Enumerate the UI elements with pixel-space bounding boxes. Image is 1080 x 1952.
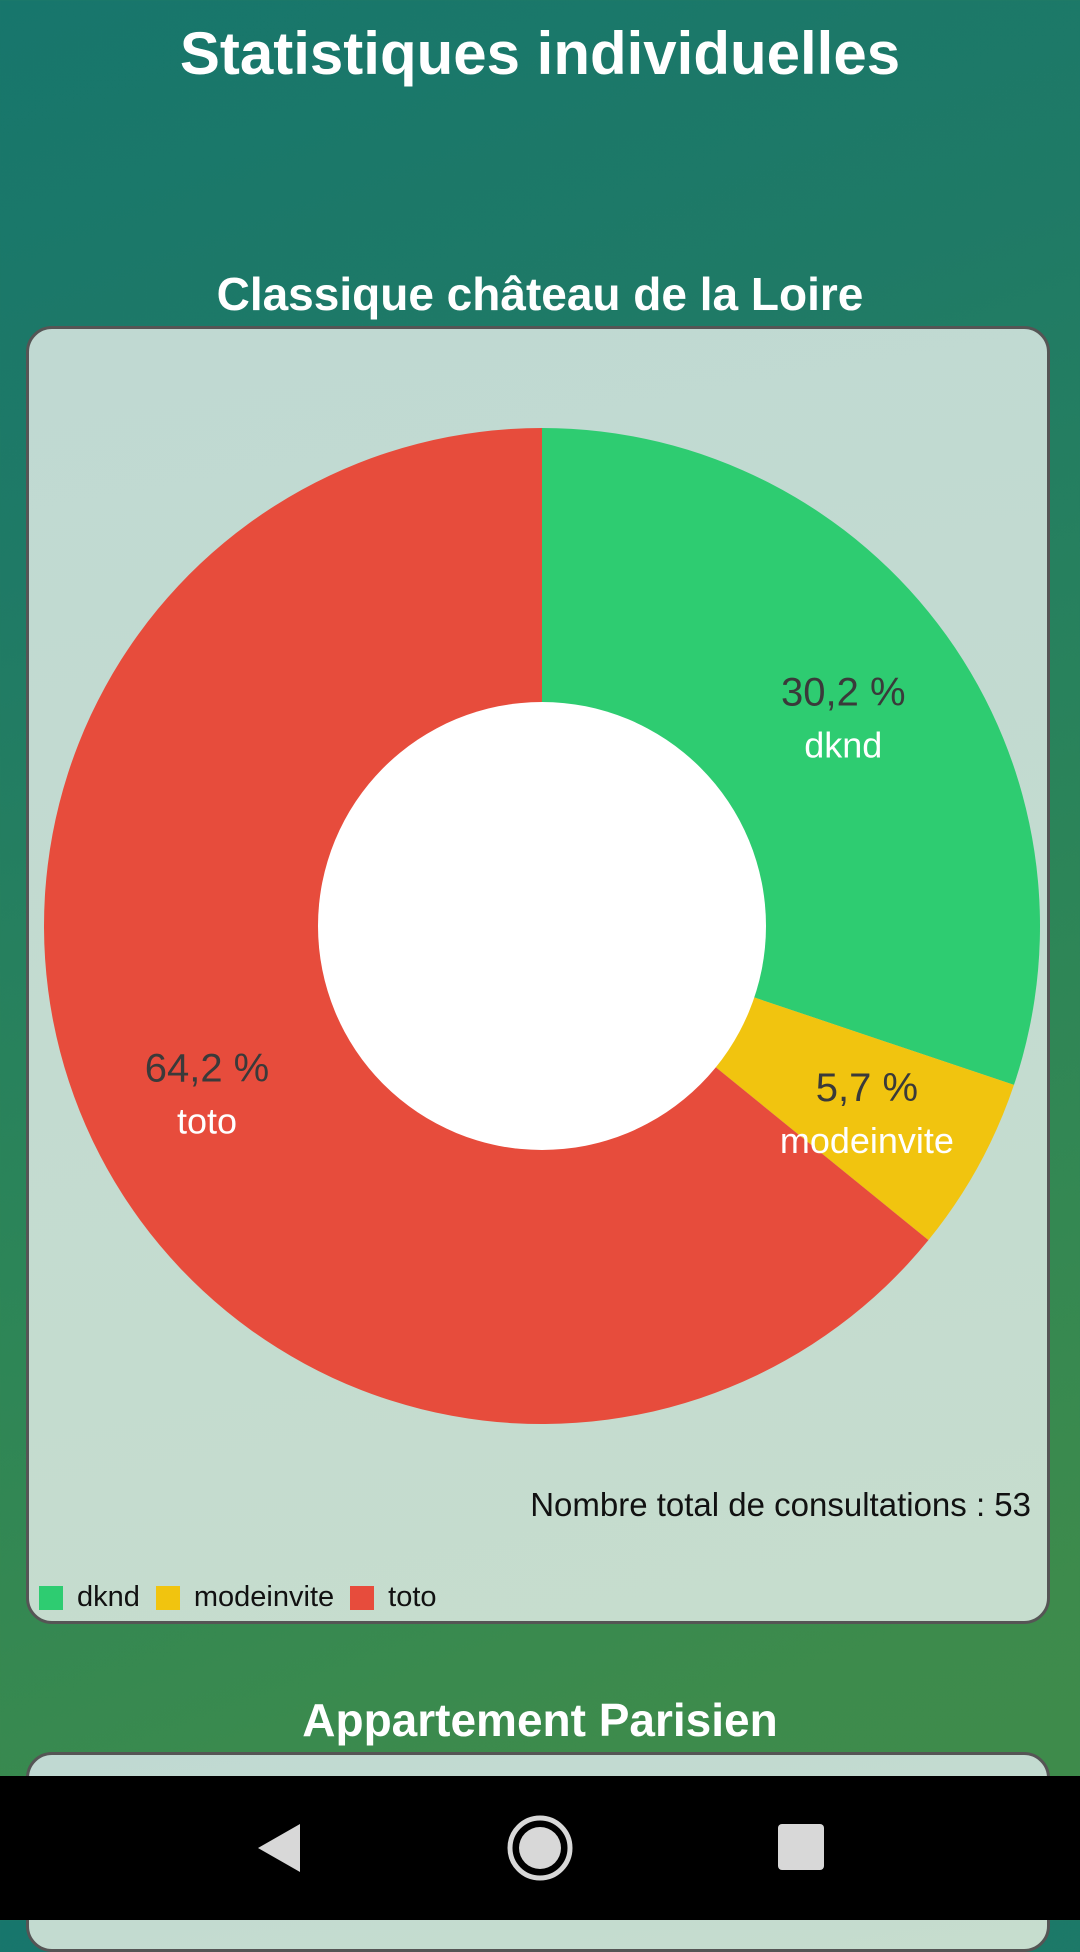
legend-item-toto[interactable]: toto (350, 1581, 437, 1614)
home-icon[interactable] (504, 1812, 576, 1884)
legend-label-toto: toto (388, 1581, 437, 1613)
slice-percent-dknd: 30,2 % (781, 671, 906, 715)
legend-label-modeinvite: modeinvite (193, 1581, 335, 1613)
legend-swatch-toto (350, 1585, 375, 1610)
page-title: Statistiques individuelles (179, 20, 901, 87)
donut-hole (318, 702, 766, 1150)
slice-name-dknd: dknd (804, 725, 882, 766)
slice-name-toto: toto (177, 1100, 237, 1141)
section-title-parisien: Appartement Parisien (302, 1694, 778, 1746)
legend-label-dknd: dknd (77, 1581, 140, 1613)
recent-apps-icon[interactable] (766, 1812, 838, 1884)
slice-name-modeinvite: modeinvite (780, 1120, 954, 1161)
legend-swatch-modeinvite (155, 1585, 180, 1610)
slice-percent-modeinvite: 5,7 % (816, 1066, 918, 1110)
donut-chart: 30,2 % dknd 5,7 % modeinvite 64,2 % toto (43, 427, 1040, 1424)
navigation-bar (0, 1776, 1080, 1920)
legend-item-dknd[interactable]: dknd (39, 1581, 140, 1614)
section-title-loire: Classique château de la Loire (216, 268, 864, 320)
slice-percent-toto: 64,2 % (145, 1046, 270, 1090)
chart-card-loire: 30,2 % dknd 5,7 % modeinvite 64,2 % toto Nomb… (26, 326, 1050, 1624)
legend-item-modeinvite[interactable]: modeinvite (155, 1581, 335, 1614)
total-consultations: Nombre total de consultations : 53 (530, 1486, 1031, 1523)
chart-legend: dknd modeinvite toto (39, 1581, 453, 1614)
legend-swatch-dknd (39, 1585, 63, 1610)
back-icon[interactable] (244, 1812, 316, 1884)
